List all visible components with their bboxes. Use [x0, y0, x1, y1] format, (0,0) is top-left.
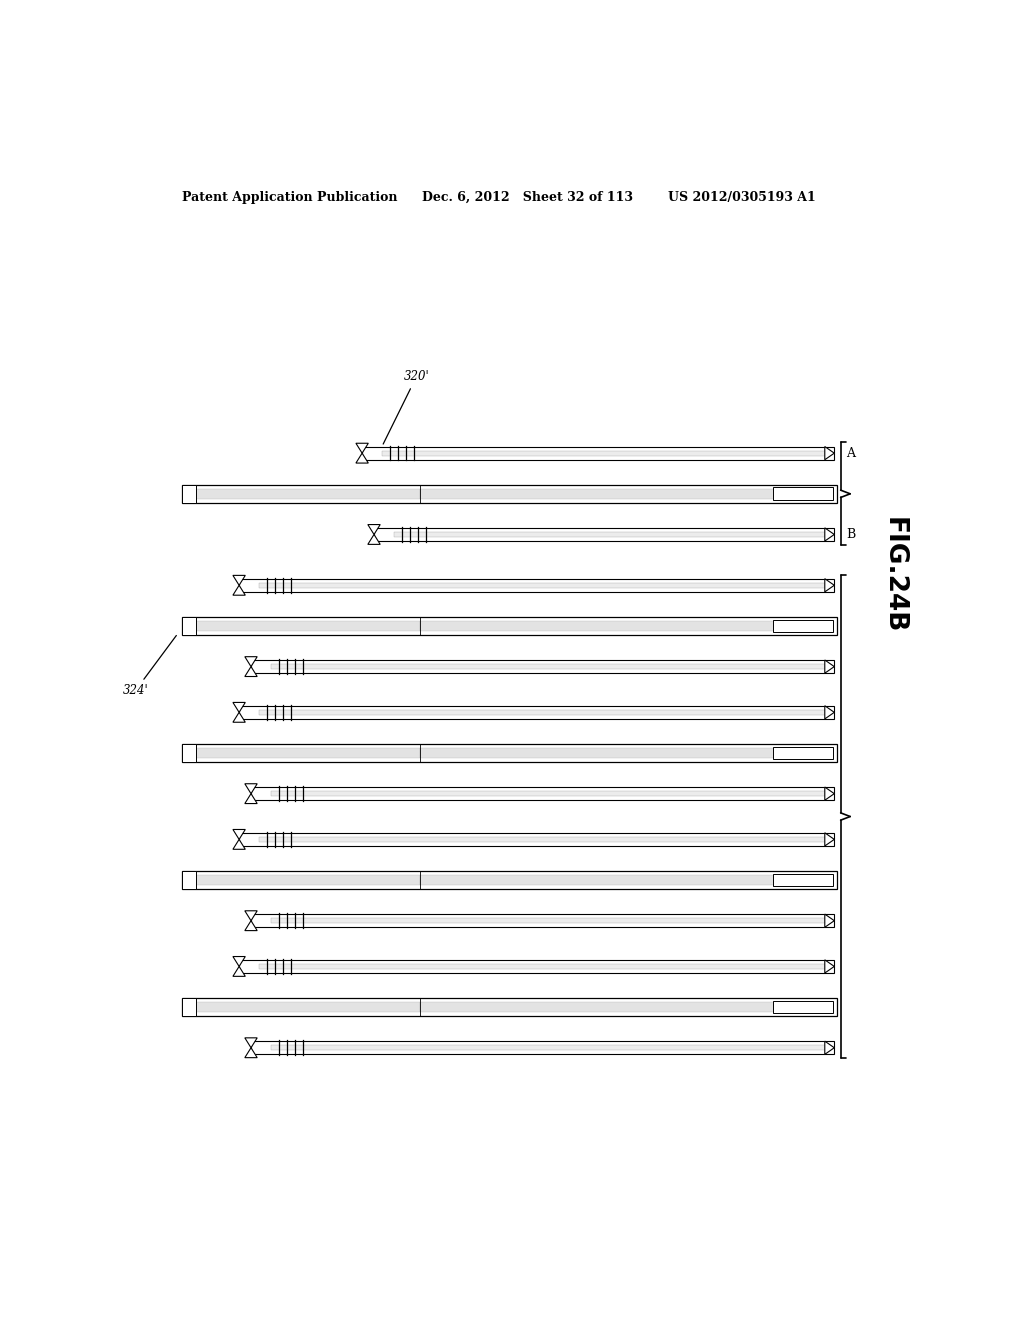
Bar	[182, 871, 197, 888]
Polygon shape	[824, 913, 835, 928]
Bar	[251, 660, 835, 673]
Bar	[270, 791, 830, 796]
Bar	[240, 706, 835, 719]
Text: 324': 324'	[123, 635, 176, 697]
Text: Dec. 6, 2012   Sheet 32 of 113: Dec. 6, 2012 Sheet 32 of 113	[422, 190, 633, 203]
Polygon shape	[245, 1048, 257, 1057]
Polygon shape	[824, 1041, 835, 1055]
Polygon shape	[245, 784, 257, 793]
Bar	[270, 1045, 830, 1051]
Polygon shape	[368, 524, 380, 535]
Bar	[182, 744, 197, 762]
Polygon shape	[232, 957, 246, 966]
Polygon shape	[245, 1038, 257, 1048]
Bar	[773, 874, 833, 887]
Text: FIG.24B: FIG.24B	[881, 517, 907, 634]
Bar	[374, 528, 835, 541]
Bar	[182, 998, 197, 1016]
Text: A: A	[846, 446, 855, 459]
Polygon shape	[245, 667, 257, 677]
Bar	[240, 578, 835, 591]
Bar	[270, 919, 830, 923]
Bar	[182, 616, 837, 635]
Bar	[773, 487, 833, 500]
Polygon shape	[824, 446, 835, 459]
Polygon shape	[232, 829, 246, 840]
Polygon shape	[824, 578, 835, 591]
Polygon shape	[232, 840, 246, 849]
Polygon shape	[232, 713, 246, 722]
Text: US 2012/0305193 A1: US 2012/0305193 A1	[668, 190, 815, 203]
Bar	[420, 1002, 828, 1012]
Bar	[420, 488, 828, 499]
Polygon shape	[824, 787, 835, 800]
Bar	[259, 710, 830, 715]
Bar	[251, 787, 835, 800]
Bar	[197, 620, 420, 631]
Polygon shape	[245, 921, 257, 931]
Bar	[773, 747, 833, 759]
Bar	[773, 619, 833, 632]
Text: Patent Application Publication: Patent Application Publication	[182, 190, 397, 203]
Text: 320': 320'	[383, 371, 429, 444]
Bar	[773, 1001, 833, 1014]
Polygon shape	[232, 585, 246, 595]
Bar	[182, 618, 197, 635]
Bar	[182, 484, 837, 503]
Bar	[240, 833, 835, 846]
Bar	[382, 450, 830, 455]
Polygon shape	[356, 453, 369, 463]
Bar	[197, 1002, 420, 1012]
Bar	[182, 871, 837, 890]
Bar	[270, 664, 830, 669]
Bar	[182, 744, 837, 762]
Polygon shape	[356, 444, 369, 453]
Bar	[182, 484, 197, 503]
Bar	[259, 837, 830, 842]
Polygon shape	[824, 833, 835, 846]
Polygon shape	[232, 966, 246, 977]
Bar	[251, 1041, 835, 1055]
Bar	[259, 964, 830, 969]
Bar	[420, 875, 828, 886]
Polygon shape	[824, 960, 835, 973]
Bar	[394, 532, 830, 537]
Bar	[362, 446, 835, 459]
Bar	[197, 488, 420, 499]
Bar	[420, 620, 828, 631]
Polygon shape	[824, 660, 835, 673]
Polygon shape	[245, 793, 257, 804]
Polygon shape	[368, 535, 380, 544]
Bar	[182, 998, 837, 1016]
Bar	[251, 913, 835, 928]
Bar	[197, 875, 420, 886]
Polygon shape	[232, 702, 246, 713]
Bar	[240, 960, 835, 973]
Bar	[420, 748, 828, 758]
Polygon shape	[824, 528, 835, 541]
Polygon shape	[232, 576, 246, 585]
Polygon shape	[824, 706, 835, 719]
Bar	[197, 748, 420, 758]
Bar	[259, 582, 830, 587]
Text: B: B	[846, 528, 855, 541]
Polygon shape	[245, 911, 257, 921]
Polygon shape	[245, 656, 257, 667]
